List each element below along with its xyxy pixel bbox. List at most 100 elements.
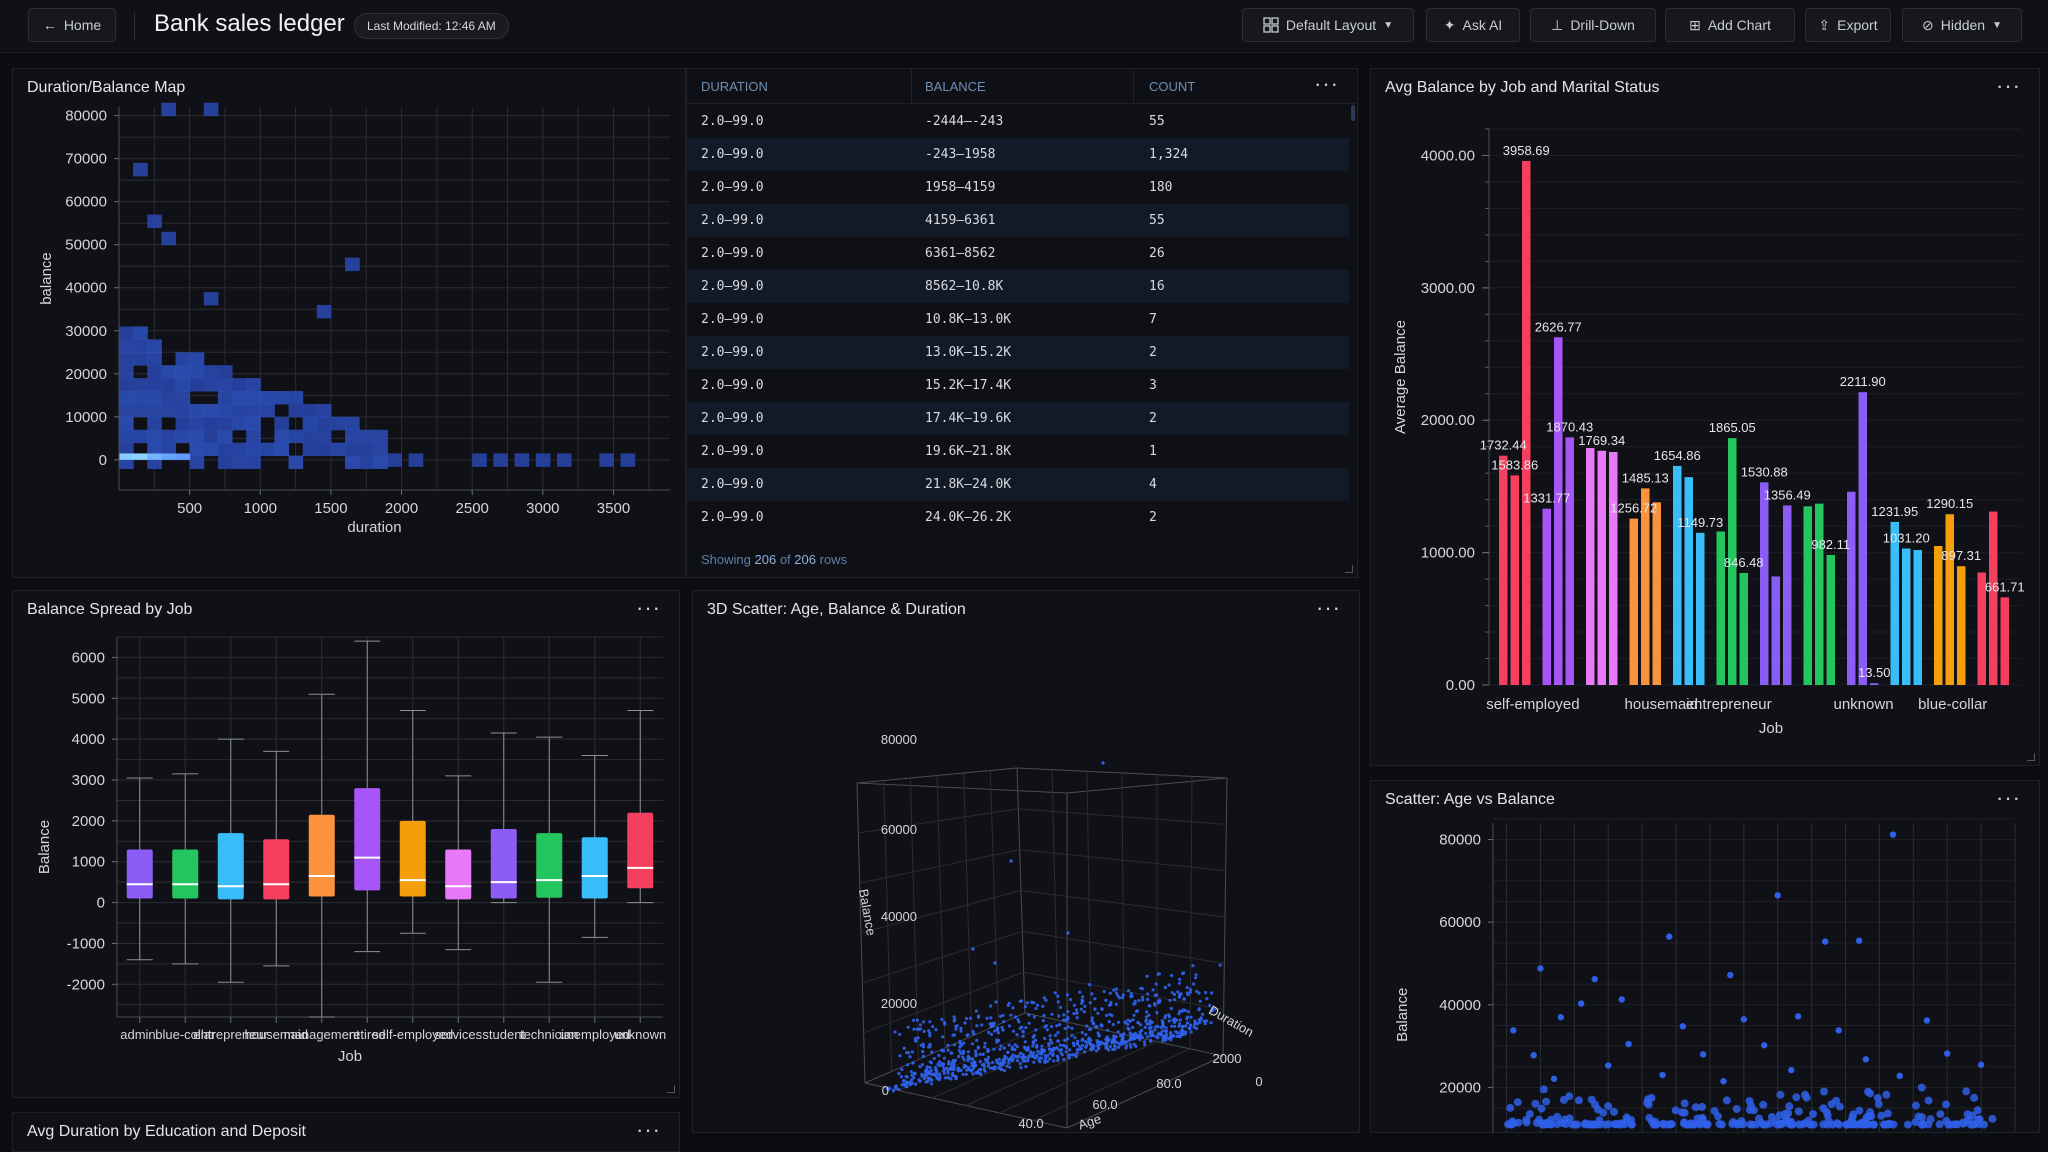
more-options-icon[interactable]: ··· — [636, 1117, 661, 1142]
hidden-dropdown[interactable]: ⊘ Hidden ▼ — [1902, 8, 2022, 42]
heatmap-cell — [316, 403, 332, 418]
heatmap-cell — [246, 391, 261, 405]
data-point — [1601, 1120, 1610, 1129]
data-label: 13.50 — [1858, 665, 1891, 680]
ask-ai-button[interactable]: ✦ Ask AI — [1426, 8, 1520, 42]
box — [445, 849, 472, 900]
resize-handle[interactable] — [2027, 753, 2035, 761]
heatmap-cell — [288, 455, 304, 469]
data-point — [1819, 1104, 1828, 1113]
more-options-icon[interactable]: ··· — [1996, 785, 2021, 810]
data-point — [988, 1066, 993, 1070]
data-point — [1148, 1020, 1152, 1024]
data-point — [967, 1066, 971, 1070]
column-header-duration[interactable]: DURATION — [701, 79, 768, 94]
data-point — [1160, 1019, 1164, 1023]
more-options-icon[interactable]: ··· — [636, 595, 661, 620]
data-point — [1171, 1034, 1175, 1038]
data-point — [1144, 1031, 1148, 1035]
data-point — [1168, 1031, 1173, 1035]
table-row[interactable]: 2.0–99.0 21.8K–24.0K 4 — [687, 468, 1349, 501]
duration-axis-label: Duration — [1206, 1002, 1256, 1040]
data-point — [930, 1050, 934, 1054]
data-point — [937, 1053, 941, 1057]
data-point — [1510, 1027, 1517, 1034]
data-point — [1042, 1013, 1046, 1018]
data-point — [1873, 1094, 1882, 1102]
data-point — [1066, 1015, 1070, 1019]
data-point — [1009, 859, 1013, 863]
data-point — [1610, 1107, 1618, 1116]
home-button[interactable]: ← Home — [28, 8, 116, 42]
data-point — [1168, 1035, 1172, 1039]
table-cell: 55 — [1149, 114, 1165, 129]
export-button[interactable]: ⇪ Export — [1805, 8, 1891, 42]
data-point — [1173, 1024, 1177, 1028]
x-tick-label: 40.0 — [1018, 1116, 1043, 1131]
table-row[interactable]: 2.0–99.0 6361–8562 26 — [687, 237, 1349, 270]
data-point — [1113, 1044, 1117, 1048]
data-point — [1000, 1025, 1004, 1030]
table-row[interactable]: 2.0–99.0 1958–4159 180 — [687, 171, 1349, 204]
table-row[interactable]: 2.0–99.0 -2444–-243 55 — [687, 105, 1349, 138]
table-row[interactable]: 2.0–99.0 15.2K–17.4K 3 — [687, 369, 1349, 402]
table-row[interactable]: 2.0–99.0 10.8K–13.0K 7 — [687, 303, 1349, 336]
data-point — [1080, 998, 1084, 1002]
data-point — [1015, 1045, 1019, 1049]
table-row[interactable]: 2.0–99.0 24.0K–26.2K 2 — [687, 501, 1349, 534]
resize-handle[interactable] — [1345, 565, 1353, 573]
data-point — [1080, 1001, 1084, 1005]
data-point — [1009, 1058, 1013, 1062]
table-row[interactable]: 2.0–99.0 -243–1958 1,324 — [687, 138, 1349, 171]
table-row[interactable]: 2.0–99.0 19.6K–21.8K 1 — [687, 435, 1349, 468]
box — [172, 849, 199, 899]
heatmap-cell — [330, 416, 346, 431]
drill-down-button[interactable]: ⊥ Drill-Down — [1530, 8, 1656, 42]
table-row[interactable]: 2.0–99.0 8562–10.8K 16 — [687, 270, 1349, 303]
data-point — [938, 1060, 942, 1064]
data-point — [1081, 1037, 1085, 1041]
data-point — [1104, 998, 1108, 1002]
data-point — [1589, 1120, 1598, 1129]
data-point — [1139, 1023, 1143, 1027]
heatmap-cell — [175, 365, 191, 379]
data-point — [1050, 1040, 1054, 1045]
data-point — [1111, 1047, 1115, 1051]
data-point — [1107, 1048, 1111, 1052]
data-point — [972, 1060, 976, 1064]
bar — [1499, 455, 1508, 685]
data-point — [1187, 1026, 1192, 1030]
column-header-count[interactable]: COUNT — [1149, 79, 1196, 94]
data-point — [1774, 892, 1781, 899]
table-row[interactable]: 2.0–99.0 4159–6361 55 — [687, 204, 1349, 237]
data-label: 661.71 — [1985, 579, 2025, 594]
table-cell: 55 — [1149, 213, 1165, 228]
add-chart-icon: ⊞ — [1689, 16, 1701, 33]
layout-dropdown[interactable]: Default Layout ▼ — [1242, 8, 1414, 42]
table-row[interactable]: 2.0–99.0 13.0K–15.2K 2 — [687, 336, 1349, 369]
heatmap-cell — [345, 257, 360, 272]
heatmap-cell-hot — [161, 453, 177, 460]
data-point — [978, 1071, 982, 1076]
scrollbar[interactable] — [1351, 105, 1355, 121]
data-point — [1205, 1019, 1209, 1023]
more-options-icon[interactable]: ··· — [1996, 73, 2021, 98]
data-point — [922, 1020, 926, 1024]
more-options-icon[interactable]: ··· — [1314, 71, 1339, 96]
data-point — [1104, 1043, 1108, 1047]
table-row[interactable]: 2.0–99.0 17.4K–19.6K 2 — [687, 402, 1349, 435]
heatmap-cell — [133, 162, 148, 177]
heatmap-cell-hot — [119, 453, 134, 460]
scatter3d-chart[interactable]: 020000400006000080000Balance20.040.060.0… — [693, 623, 1359, 1133]
resize-handle[interactable] — [667, 1085, 675, 1093]
data-point — [1048, 1057, 1052, 1061]
data-point — [929, 1061, 933, 1065]
column-header-balance[interactable]: BALANCE — [925, 79, 986, 94]
add-chart-button[interactable]: ⊞ Add Chart — [1665, 8, 1795, 42]
data-point — [1197, 991, 1201, 995]
data-point — [1102, 989, 1106, 994]
data-point — [992, 1047, 996, 1051]
more-options-icon[interactable]: ··· — [1316, 595, 1341, 620]
table-cell: 2.0–99.0 — [701, 213, 764, 228]
data-point — [1182, 971, 1186, 975]
